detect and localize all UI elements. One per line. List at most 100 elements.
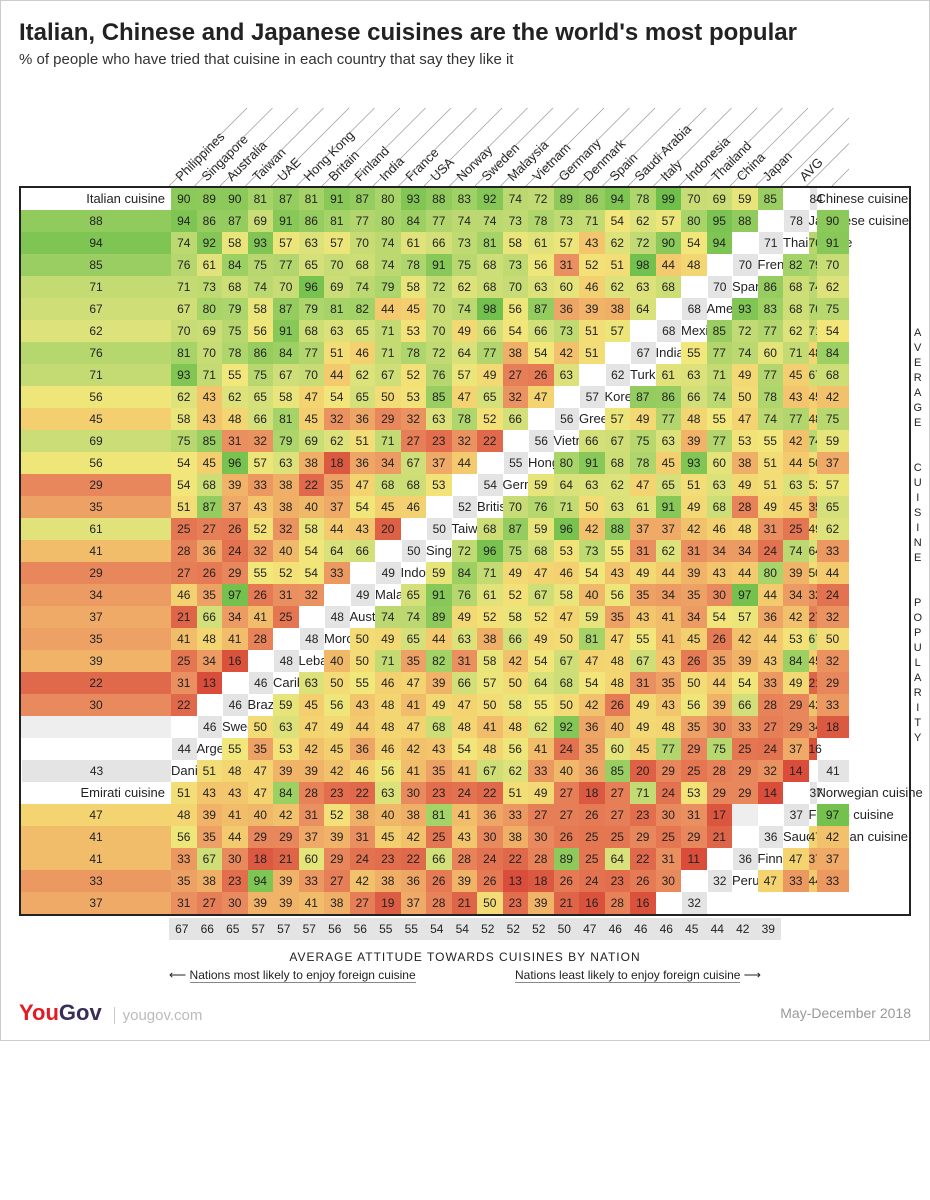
heatmap-cell: 22 <box>477 782 503 804</box>
heatmap-cell: 19 <box>375 892 401 914</box>
heatmap-cell: 25 <box>605 826 631 848</box>
column-average: 55 <box>373 918 399 940</box>
heatmap-cell: 40 <box>248 804 274 826</box>
heatmap-cell: 62 <box>783 320 809 342</box>
heatmap-cell: 94 <box>248 870 274 892</box>
heatmap-cell: 35 <box>197 584 223 606</box>
heatmap-cell <box>732 804 758 826</box>
heatmap-cell: 47 <box>554 606 580 628</box>
heatmap-cell: 64 <box>630 298 656 320</box>
heatmap-cell: 39 <box>324 826 350 848</box>
heatmap-cell: 18 <box>324 452 350 474</box>
heatmap-cell: 44 <box>350 716 376 738</box>
heatmap-cell: 41 <box>21 848 171 870</box>
heatmap-cell: 39 <box>273 760 299 782</box>
heatmap-cell: 63 <box>783 474 809 496</box>
heatmap-cell: 95 <box>707 210 733 232</box>
heatmap-cell: 49 <box>630 562 656 584</box>
heatmap-cell: 51 <box>579 342 605 364</box>
row-label: Italian cuisine <box>21 188 171 210</box>
heatmap-cell: 37 <box>817 452 849 474</box>
row-average: 84 <box>809 188 817 210</box>
heatmap-cell: 59 <box>528 518 554 540</box>
heatmap-cell: 56 <box>324 694 350 716</box>
heatmap-cell: 57 <box>324 232 350 254</box>
heatmap-cell: 42 <box>299 738 325 760</box>
heatmap-cell: 24 <box>477 848 503 870</box>
heatmap-cell: 29 <box>783 694 809 716</box>
heatmap-cell: 32 <box>452 430 478 452</box>
heatmap-cell: 81 <box>171 342 197 364</box>
heatmap-cell: 68 <box>783 298 809 320</box>
heatmap-cell: 32 <box>324 408 350 430</box>
heatmap-cell: 41 <box>452 804 478 826</box>
heatmap-cell: 43 <box>248 496 274 518</box>
heatmap-cell: 48 <box>503 716 529 738</box>
heatmap-cell: 56 <box>248 320 274 342</box>
heatmap-cell: 98 <box>477 298 503 320</box>
heatmap-cell: 30 <box>656 870 682 892</box>
heatmap-cell: 75 <box>222 320 248 342</box>
row-average: 62 <box>605 364 631 386</box>
heatmap-cell: 50 <box>375 386 401 408</box>
heatmap-cell: 49 <box>528 628 554 650</box>
heatmap-cell: 27 <box>758 716 784 738</box>
heatmap-cell: 35 <box>248 738 274 760</box>
heatmap-cell: 27 <box>197 892 223 914</box>
heatmap-cell: 58 <box>503 694 529 716</box>
heatmap-cell: 25 <box>273 606 299 628</box>
heatmap-cell: 91 <box>426 584 452 606</box>
heatmap-cell: 80 <box>375 210 401 232</box>
heatmap-cell: 90 <box>817 210 849 232</box>
heatmap-cell: 56 <box>171 826 197 848</box>
heatmap-cell: 45 <box>809 650 817 672</box>
heatmap-cell: 94 <box>605 188 631 210</box>
column-average: 65 <box>220 918 246 940</box>
heatmap-cell: 31 <box>350 826 376 848</box>
heatmap-cell: 39 <box>273 870 299 892</box>
row-average: 50 <box>426 518 452 540</box>
heatmap-cell: 74 <box>171 232 197 254</box>
heatmap-cell: 50 <box>350 650 376 672</box>
heatmap-cell: 62 <box>324 430 350 452</box>
heatmap-cell: 53 <box>732 430 758 452</box>
column-average: 39 <box>756 918 782 940</box>
heatmap-cell: 48 <box>681 254 707 276</box>
heatmap-cell: 38 <box>503 826 529 848</box>
heatmap-cell: 91 <box>273 210 299 232</box>
heatmap-cell: 71 <box>375 320 401 342</box>
heatmap-cell: 79 <box>375 276 401 298</box>
heatmap-cell: 34 <box>375 452 401 474</box>
heatmap-cell: 63 <box>554 364 580 386</box>
heatmap-cell: 31 <box>554 254 580 276</box>
heatmap-cell: 29 <box>375 408 401 430</box>
heatmap-cell: 47 <box>809 826 817 848</box>
heatmap-cell: 70 <box>503 496 529 518</box>
heatmap: PhilippinesSingaporeAustraliaTaiwanUAEHo… <box>19 76 911 982</box>
column-average: 52 <box>475 918 501 940</box>
heatmap-cell: 71 <box>375 650 401 672</box>
heatmap-cell: 51 <box>605 254 631 276</box>
heatmap-cell: 44 <box>758 584 784 606</box>
heatmap-cell: 96 <box>554 518 580 540</box>
row-average: 36 <box>732 848 758 870</box>
heatmap-cell: 28 <box>758 694 784 716</box>
heatmap-cell: 53 <box>401 320 427 342</box>
row-average: 32 <box>681 892 707 914</box>
heatmap-cell: 50 <box>681 672 707 694</box>
heatmap-cell: 49 <box>452 320 478 342</box>
heatmap-cell: 80 <box>197 298 223 320</box>
heatmap-cell: 26 <box>197 562 223 584</box>
heatmap-cell: 26 <box>426 870 452 892</box>
heatmap-cell: 36 <box>477 804 503 826</box>
column-label-avg: AVG <box>796 155 825 184</box>
heatmap-cell: 56 <box>21 452 171 474</box>
heatmap-cell: 77 <box>707 430 733 452</box>
heatmap-cell: 29 <box>21 562 171 584</box>
heatmap-cell: 63 <box>656 430 682 452</box>
heatmap-cell: 66 <box>503 628 529 650</box>
heatmap-cell: 25 <box>579 826 605 848</box>
heatmap-cell: 81 <box>324 210 350 232</box>
column-average: 50 <box>552 918 578 940</box>
heatmap-cell: 55 <box>630 628 656 650</box>
